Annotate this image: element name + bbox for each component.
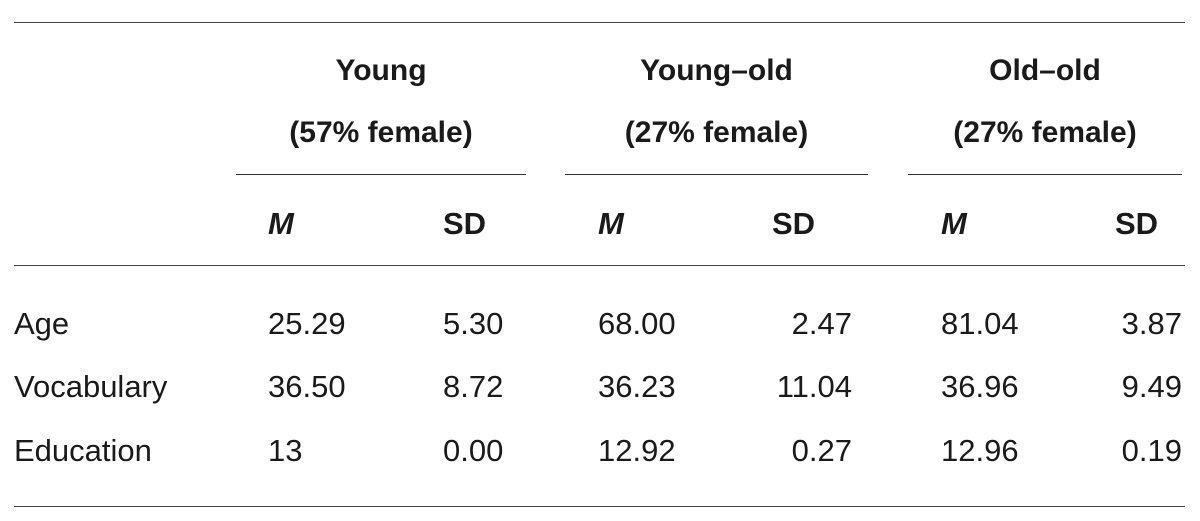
group-header-old-old: Old–old — [989, 54, 1101, 87]
row-label-vocabulary: Vocabulary — [14, 369, 168, 404]
group-header-young-old-detail: (27% female) — [624, 116, 809, 149]
row-label-education: Education — [14, 433, 152, 468]
group-rule-young-old — [565, 174, 868, 175]
table-cell: 25.29 — [268, 306, 346, 341]
group-header-young-detail: (57% female) — [289, 116, 473, 149]
top-rule — [14, 22, 1185, 23]
table-cell: 0.00 — [443, 433, 504, 468]
table-cell: 36.23 — [598, 369, 676, 404]
table-cell: 0.27 — [791, 433, 852, 468]
subheader-young-sd: SD — [443, 206, 487, 241]
table-cell: 36.96 — [941, 369, 1019, 404]
subheader-young-old-mean: M — [598, 206, 624, 241]
bottom-rule — [14, 506, 1185, 507]
table-cell: 2.47 — [791, 306, 852, 341]
group-header-young: Young — [335, 54, 427, 87]
table-cell: 68.00 — [598, 306, 676, 341]
table-cell: 81.04 — [941, 306, 1019, 341]
table-cell: 8.72 — [443, 369, 504, 404]
subheader-old-old-mean: M — [941, 206, 967, 241]
group-header-old-old-detail: (27% female) — [953, 116, 1137, 149]
table-cell: 13 — [268, 433, 303, 468]
header-rule — [14, 265, 1185, 266]
table-cell: 5.30 — [443, 306, 504, 341]
subheader-young-mean: M — [268, 206, 294, 241]
group-header-young-old: Young–old — [640, 54, 793, 87]
subheader-young-old-sd: SD — [772, 206, 816, 241]
table-cell: 0.19 — [1121, 433, 1182, 468]
table-cell: 9.49 — [1121, 369, 1182, 404]
row-label-age: Age — [14, 306, 70, 341]
group-rule-old-old — [908, 174, 1182, 175]
group-rule-young — [236, 174, 526, 175]
table-cell: 36.50 — [268, 369, 346, 404]
table-cell: 11.04 — [776, 369, 852, 404]
subheader-old-old-sd: SD — [1115, 206, 1159, 241]
table-cell: 12.96 — [941, 433, 1019, 468]
table-cell: 3.87 — [1121, 306, 1182, 341]
table-cell: 12.92 — [598, 433, 676, 468]
